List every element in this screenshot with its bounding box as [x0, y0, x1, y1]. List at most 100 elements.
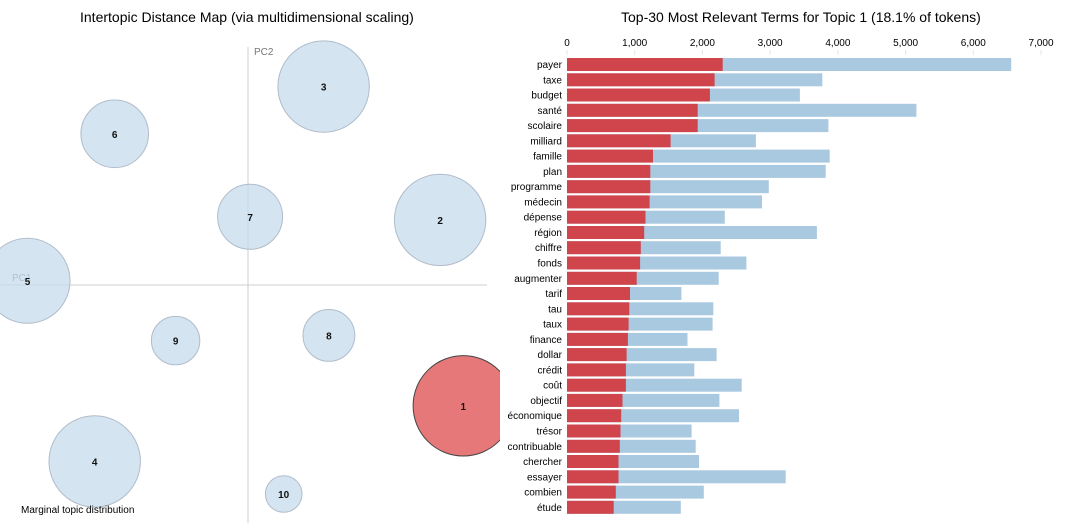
term-label[interactable]: économique: [508, 411, 563, 422]
topic-bubble-5[interactable]: [0, 238, 70, 323]
term-row-fonds[interactable]: fonds: [538, 257, 747, 270]
topic-frequency-bar[interactable]: [567, 89, 710, 102]
topic-frequency-bar[interactable]: [567, 165, 650, 178]
term-label[interactable]: trésor: [536, 427, 562, 438]
topic-frequency-bar[interactable]: [567, 333, 628, 346]
term-label[interactable]: famille: [533, 152, 562, 163]
term-row-dollar[interactable]: dollar: [538, 348, 717, 361]
topic-frequency-bar[interactable]: [567, 104, 698, 117]
term-row-contribuable[interactable]: contribuable: [508, 440, 696, 453]
term-row-payer[interactable]: payer: [537, 58, 1011, 71]
topic-frequency-bar[interactable]: [567, 180, 650, 193]
term-row-chiffre[interactable]: chiffre: [535, 241, 721, 254]
term-label[interactable]: combien: [524, 488, 562, 499]
topic-frequency-bar[interactable]: [567, 318, 629, 331]
term-row-région[interactable]: région: [534, 226, 817, 239]
term-label[interactable]: dollar: [538, 350, 563, 361]
term-label[interactable]: finance: [530, 335, 563, 346]
term-row-essayer[interactable]: essayer: [527, 470, 786, 483]
term-label[interactable]: programme: [511, 182, 563, 193]
term-label[interactable]: taxe: [543, 75, 562, 86]
term-row-milliard[interactable]: milliard: [530, 134, 756, 147]
term-row-dépense[interactable]: dépense: [524, 211, 725, 224]
term-row-étude[interactable]: étude: [537, 501, 681, 514]
term-row-budget[interactable]: budget: [531, 89, 799, 102]
term-row-tau[interactable]: tau: [548, 302, 713, 315]
term-row-coût[interactable]: coût: [543, 379, 742, 392]
topic-frequency-bar[interactable]: [567, 195, 650, 208]
topic-frequency-bar[interactable]: [567, 440, 620, 453]
topic-frequency-bar[interactable]: [567, 272, 637, 285]
topic-frequency-bar[interactable]: [567, 226, 644, 239]
term-row-augmenter[interactable]: augmenter: [514, 272, 719, 285]
topic-frequency-bar[interactable]: [567, 134, 671, 147]
topic-bubble-label: 4: [92, 457, 98, 468]
topic-frequency-bar[interactable]: [567, 501, 614, 514]
term-row-crédit[interactable]: crédit: [538, 363, 695, 376]
term-row-taxe[interactable]: taxe: [543, 73, 822, 86]
topic-frequency-bar[interactable]: [567, 379, 626, 392]
topic-frequency-bar[interactable]: [567, 119, 698, 132]
x-tick-label: 5,000: [893, 38, 918, 49]
x-tick-label: 7,000: [1028, 38, 1053, 49]
term-label[interactable]: dépense: [524, 213, 563, 224]
topic-frequency-bar[interactable]: [567, 241, 641, 254]
term-label[interactable]: scolaire: [528, 121, 563, 132]
term-label[interactable]: objectif: [530, 396, 562, 407]
term-row-tarif[interactable]: tarif: [545, 287, 681, 300]
marginal-topic-distribution-label: Marginal topic distribution: [21, 505, 134, 516]
term-row-famille[interactable]: famille: [533, 150, 830, 163]
topic-frequency-bar[interactable]: [567, 409, 621, 422]
topic-frequency-bar[interactable]: [567, 348, 627, 361]
term-label[interactable]: payer: [537, 60, 563, 71]
term-label[interactable]: chercher: [523, 457, 563, 468]
topic-frequency-bar[interactable]: [567, 394, 623, 407]
topic-bubble-label: 6: [112, 130, 118, 141]
topic-frequency-bar[interactable]: [567, 302, 629, 315]
term-row-santé[interactable]: santé: [538, 104, 917, 117]
term-label[interactable]: fonds: [538, 259, 562, 270]
term-label[interactable]: essayer: [527, 472, 563, 483]
topic-frequency-bar[interactable]: [567, 425, 621, 438]
term-label[interactable]: plan: [543, 167, 562, 178]
topic-frequency-bar[interactable]: [567, 73, 715, 86]
term-row-combien[interactable]: combien: [524, 486, 704, 499]
term-label[interactable]: crédit: [538, 365, 563, 376]
term-row-économique[interactable]: économique: [508, 409, 739, 422]
topic-bubble-1[interactable]: [413, 356, 500, 456]
topic-bubble-label: 3: [321, 83, 327, 94]
x-tick-label: 6,000: [961, 38, 986, 49]
term-label[interactable]: région: [534, 228, 562, 239]
term-label[interactable]: tarif: [545, 289, 562, 300]
term-label[interactable]: budget: [531, 91, 562, 102]
term-row-objectif[interactable]: objectif: [530, 394, 719, 407]
term-row-scolaire[interactable]: scolaire: [528, 119, 829, 132]
topic-frequency-bar[interactable]: [567, 150, 653, 163]
topic-frequency-bar[interactable]: [567, 455, 619, 468]
term-row-médecin[interactable]: médecin: [524, 195, 762, 208]
term-row-programme[interactable]: programme: [511, 180, 769, 193]
topic-frequency-bar[interactable]: [567, 58, 723, 71]
term-label[interactable]: tau: [548, 304, 562, 315]
term-row-finance[interactable]: finance: [530, 333, 688, 346]
topic-frequency-bar[interactable]: [567, 257, 640, 270]
topic-frequency-bar[interactable]: [567, 363, 626, 376]
term-row-taux[interactable]: taux: [543, 318, 713, 331]
term-row-plan[interactable]: plan: [543, 165, 826, 178]
term-label[interactable]: chiffre: [535, 243, 562, 254]
term-label[interactable]: taux: [543, 320, 562, 331]
topic-frequency-bar[interactable]: [567, 470, 619, 483]
term-label[interactable]: augmenter: [514, 274, 562, 285]
term-label[interactable]: santé: [538, 106, 563, 117]
topic-frequency-bar[interactable]: [567, 211, 646, 224]
term-label[interactable]: coût: [543, 381, 562, 392]
term-row-trésor[interactable]: trésor: [536, 425, 691, 438]
topic-frequency-bar[interactable]: [567, 486, 616, 499]
term-label[interactable]: contribuable: [508, 442, 563, 453]
term-label[interactable]: médecin: [524, 197, 562, 208]
term-label[interactable]: milliard: [530, 136, 562, 147]
term-label[interactable]: étude: [537, 503, 562, 514]
topic-frequency-bar[interactable]: [567, 287, 630, 300]
topic-bubble-label: 7: [247, 213, 253, 224]
term-row-chercher[interactable]: chercher: [523, 455, 699, 468]
